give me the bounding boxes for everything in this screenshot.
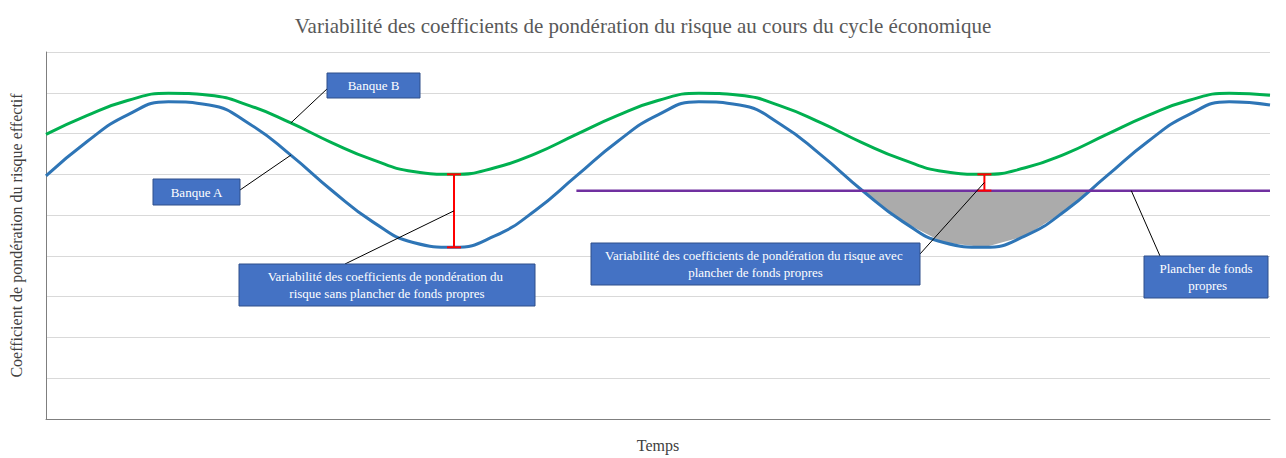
- svg-text:plancher de fonds propres: plancher de fonds propres: [688, 265, 823, 280]
- svg-text:Variabilité des coefficients d: Variabilité des coefficients de pondérat…: [268, 269, 507, 284]
- svg-text:Temps: Temps: [637, 437, 679, 455]
- svg-text:Variabilité des coefficients d: Variabilité des coefficients de pondérat…: [295, 14, 991, 38]
- svg-text:Banque B: Banque B: [348, 78, 400, 93]
- svg-text:Banque A: Banque A: [171, 185, 223, 200]
- svg-text:risque sans plancher de fonds: risque sans plancher de fonds propres: [289, 286, 484, 301]
- svg-text:propres: propres: [1185, 278, 1227, 293]
- svg-text:Variabilité des coefficients d: Variabilité des coefficients de pondérat…: [605, 248, 906, 263]
- svg-text:Coefficient de pondération du: Coefficient de pondération du risque eff…: [8, 93, 26, 378]
- svg-text:Plancher de fonds: Plancher de fonds: [1159, 261, 1252, 276]
